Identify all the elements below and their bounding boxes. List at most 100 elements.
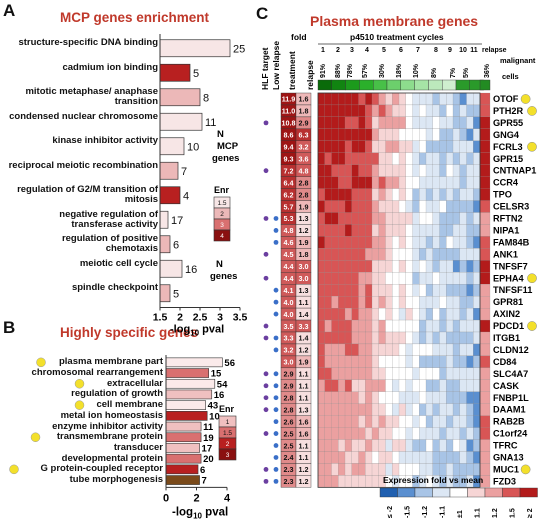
x-axis-label: -log10 pval [170,324,224,338]
x-axis-label-main: -log [172,506,193,518]
heatmap-cell [331,248,339,261]
heatmap-cell [398,224,407,237]
heatmap-cell [324,200,332,213]
category-label: extracellular [107,377,163,389]
heatmap-cell [439,140,447,153]
heatmap-relapse-cell [479,200,491,213]
heatmap-cell [385,128,393,141]
heatmap-relapse-cell [479,296,491,309]
heatmap-cell [371,164,380,177]
heatmap-cell [466,415,474,428]
heatmap-cell [338,248,346,261]
heatmap-cell [405,152,413,165]
heatmap-cell [452,331,461,345]
heatmap-cell [324,236,332,249]
heatmap-cell [446,248,454,261]
heatmap-cell [344,427,353,440]
category-label: enzyme inhibitor activity [52,420,163,432]
heatmap-cell [473,463,481,476]
heatmap-cell [338,331,346,345]
fold-treatment-value: 4.0 [284,310,294,319]
heatmap-cell [365,128,373,141]
n-genes-label: 10 [209,411,220,422]
heatmap-cell [405,415,413,428]
heatmap-cell [378,92,386,106]
heatmap-cell [385,451,393,464]
heatmap-cell [331,236,339,249]
n-genes-label: 7 [181,166,187,178]
gene-label: AXIN2 [493,309,520,319]
heatmap-cell [385,248,393,261]
heatmap-cell [446,331,454,345]
heatmap-cell [446,260,454,273]
heatmap-cell [317,391,326,404]
heatmap-cell [331,92,339,106]
heatmap-cell [425,224,434,237]
heatmap-cell [344,308,353,321]
n-genes-label: 6 [173,239,179,251]
n-genes-label: 4 [183,190,189,202]
heatmap-cell [419,260,427,273]
heatmap-cell [398,463,407,476]
heatmap-cell [425,128,434,141]
fold-relapse-value: 2.8 [299,178,309,187]
low-relapse-dot [273,287,279,293]
heatmap-cell [466,331,474,345]
heatmap-cell [338,463,346,476]
heatmap-cell [338,391,346,404]
heatmap-cell [452,379,461,392]
heatmap-cell [324,284,332,297]
heatmap-relapse-cell [479,176,491,189]
heatmap-cell [405,463,413,476]
heatmap-cell [459,463,467,476]
n-mcp-genes-label: genes [212,153,239,164]
heatmap-cell [317,224,326,237]
category-label: condensed nuclear chromosome [9,110,158,122]
heatmap-cell [466,116,474,129]
heatmap-cell [419,140,427,153]
heatmap-relapse-cell [479,463,491,476]
fold-relapse-value: 1.1 [299,393,309,402]
heatmap-cell [405,403,413,416]
heatmap-cell [432,427,440,440]
heatmap-cell [392,224,400,237]
heatmap-cell [392,104,400,117]
heatmap-cell [412,296,420,309]
heatmap-cell [324,128,332,141]
gene-label: ANK1 [493,249,518,259]
category-label: regulation of G2/M transition of mitosis [17,184,158,206]
fold-treatment-value: 3.0 [284,358,294,367]
heatmap-cell [425,164,434,177]
heatmap-cell [378,260,386,273]
fold-relapse-value: 1.6 [299,417,309,426]
heatmap-cell [459,176,467,189]
fold-treatment-value: 3.3 [284,334,294,343]
cycle-number: 6 [399,47,403,54]
heatmap-cell [432,355,440,368]
heatmap-cell [439,403,447,416]
gene-label: FNBP1L [493,393,529,403]
heatmap-cell [398,248,407,261]
heatmap-cell [317,176,326,189]
fold-treatment-value: 4.0 [284,298,294,307]
heatmap-cell [419,164,427,177]
low-relapse-dot [273,347,279,353]
heatmap-cell [466,260,474,273]
heatmap-cell [331,308,339,321]
heatmap-cell [365,164,373,177]
x-tick-label: 4 [224,492,231,504]
heatmap-cell [446,296,454,309]
heatmap-cell [358,367,366,380]
heatmap-cell [371,140,380,153]
heatmap-cell [452,152,461,165]
heatmap-cell [378,343,386,357]
heatmap-relapse-cell [479,391,491,404]
x-axis-label-sub: 10 [193,511,202,520]
heatmap-cell [466,403,474,416]
heatmap-cell [365,379,373,392]
heatmap-cell [439,379,447,392]
fold-treatment-value: 6.2 [284,190,294,199]
heatmap-cell [452,343,461,357]
heatmap-cell [405,212,413,225]
